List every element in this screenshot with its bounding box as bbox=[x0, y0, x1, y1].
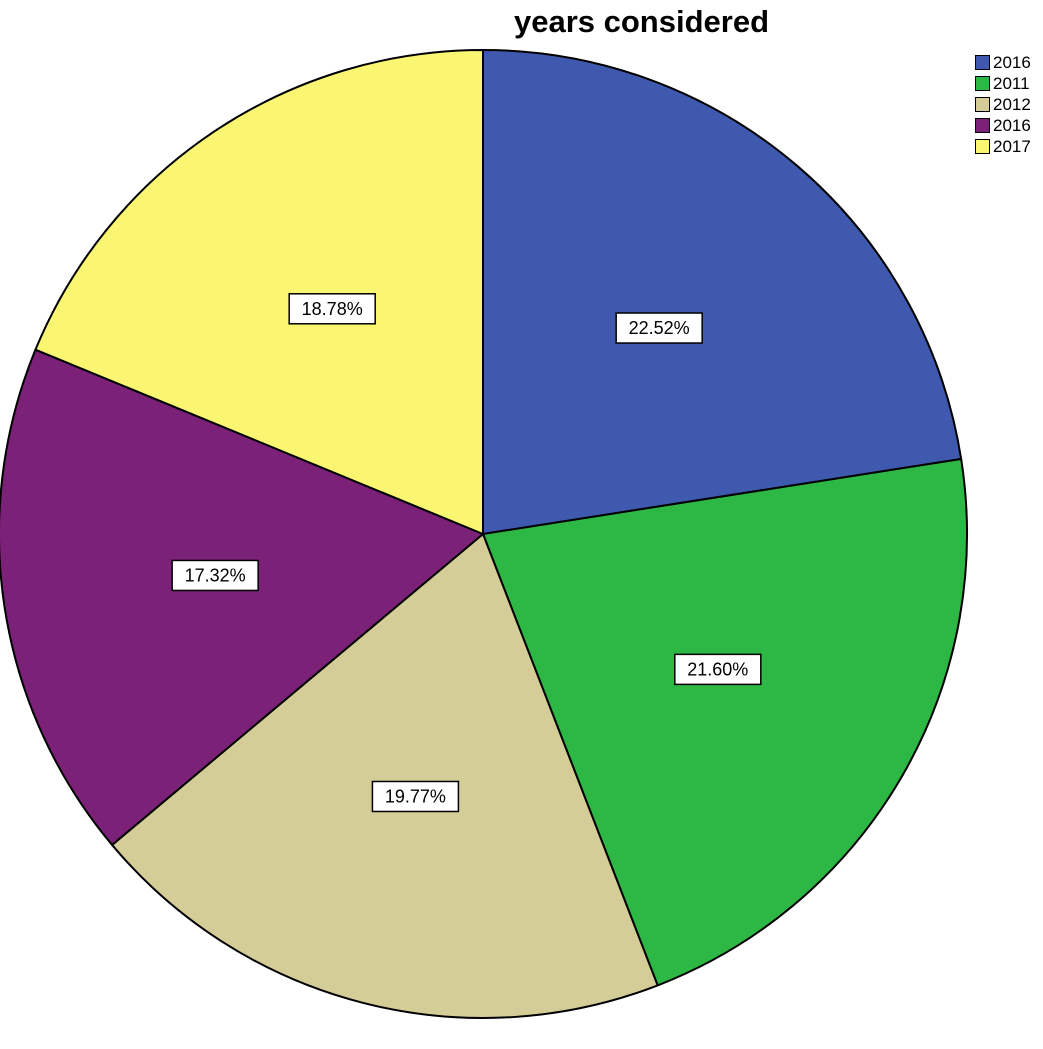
slice-value-label: 19.77% bbox=[371, 780, 460, 813]
pie-slice-2011-1 bbox=[482, 457, 968, 987]
legend-swatch bbox=[975, 97, 990, 112]
legend-item-2016-0: 2016 bbox=[975, 52, 1043, 73]
legend-item-2011-1: 2011 bbox=[975, 73, 1043, 94]
chart-title: years considered bbox=[513, 4, 770, 39]
legend-label: 2017 bbox=[993, 136, 1031, 156]
legend-label: 2016 bbox=[993, 115, 1031, 135]
pie-slice-2016-0 bbox=[482, 49, 963, 535]
pie-slice-2012-2 bbox=[111, 533, 659, 1019]
pie-slice-2017-4 bbox=[34, 49, 484, 535]
slice-value-label-text: 19.77% bbox=[385, 786, 446, 806]
slice-value-label-text: 18.78% bbox=[302, 299, 363, 319]
slice-value-label-text: 21.60% bbox=[687, 659, 748, 679]
slice-value-label-box bbox=[171, 559, 259, 592]
slice-value-label-box bbox=[371, 780, 460, 813]
legend-label: 2016 bbox=[993, 52, 1031, 72]
slice-value-label-box bbox=[288, 293, 376, 325]
slice-value-label: 21.60% bbox=[674, 653, 762, 686]
pie-slice-2016-3 bbox=[0, 348, 484, 846]
legend-item-2016-3: 2016 bbox=[975, 115, 1043, 136]
legend-label: 2011 bbox=[993, 73, 1030, 93]
legend-swatch bbox=[975, 76, 990, 91]
slice-value-label-box bbox=[674, 653, 762, 686]
slice-value-label: 22.52% bbox=[615, 312, 703, 344]
legend-swatch bbox=[975, 139, 990, 154]
legend-swatch bbox=[975, 118, 990, 133]
legend-label: 2012 bbox=[993, 94, 1031, 114]
legend-swatch bbox=[975, 55, 990, 70]
pie-slices bbox=[0, 49, 968, 1019]
slice-value-label: 17.32% bbox=[171, 559, 259, 592]
legend-item-2012-2: 2012 bbox=[975, 94, 1043, 115]
slice-value-label: 18.78% bbox=[288, 293, 376, 325]
slice-value-label-text: 22.52% bbox=[629, 318, 690, 338]
chart-legend: 2016 2011 2012 2016 2017 bbox=[975, 52, 1043, 157]
pie-slice-labels: 22.52% 21.60% 19.77% 17.32% 18.78% bbox=[171, 293, 762, 813]
legend-item-2017-4: 2017 bbox=[975, 136, 1043, 157]
slice-value-label-text: 17.32% bbox=[185, 565, 246, 585]
slice-value-label-box bbox=[615, 312, 703, 344]
